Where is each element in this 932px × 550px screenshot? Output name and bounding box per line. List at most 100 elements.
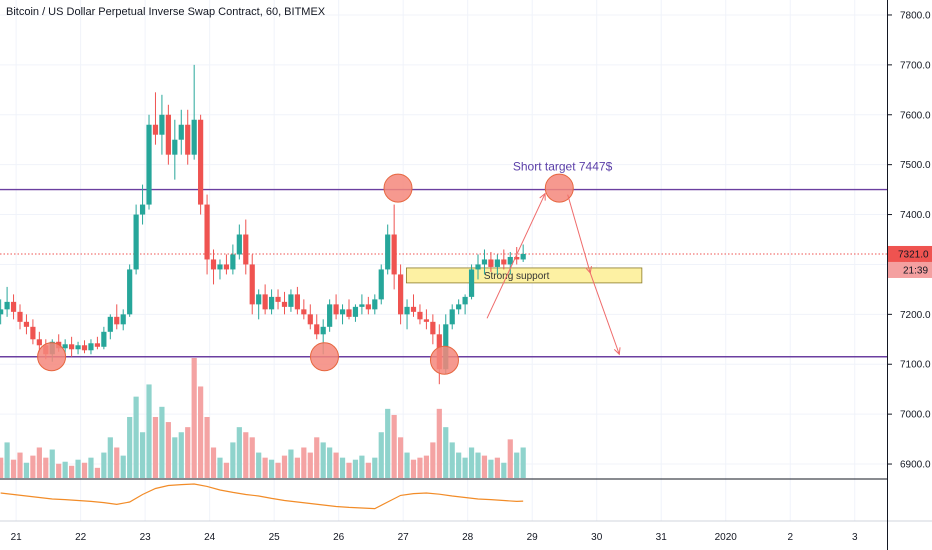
projection-arrows[interactable] [486,192,621,356]
volume-bar [101,452,107,478]
volume-bar [288,449,294,478]
marker-circle [429,345,459,375]
price-tick-label: 7200.0 [900,310,931,321]
volume-bar [307,452,313,478]
arrow-head [613,347,621,356]
candle-body [462,296,468,305]
candle-body [359,304,365,307]
candle-body [417,311,423,320]
candle-body [0,309,4,315]
candle-body [256,294,262,305]
time-tick-label: 25 [269,532,281,543]
candle-body [159,114,165,135]
countdown-badge-box [888,261,932,278]
candle-body [481,259,488,265]
volume-bar [275,462,281,478]
arrow-line [567,194,591,274]
volume-bar [501,462,507,478]
candle-body [275,296,281,302]
volume-bar [223,462,230,478]
time-tick-label: 29 [527,532,539,543]
marker-circles[interactable] [37,173,574,375]
volume-bar [268,459,275,478]
candle-body [230,254,236,270]
candle-body [520,253,526,260]
time-tick-label: 24 [204,532,216,543]
volume-bar [494,457,500,478]
volume-bar [333,452,339,478]
volume-bar [62,461,68,478]
candle-body [468,269,475,297]
volume-bar [107,437,113,478]
volume-bar [172,437,178,478]
price-tick-label: 7100.0 [900,360,931,371]
volume-bar [339,457,346,478]
volume-bar [191,358,197,478]
candle-body [101,331,107,347]
candle-body [139,204,146,215]
candle-body [268,296,275,310]
volume-bar [262,457,268,478]
volume-bar [249,437,255,478]
indicator-line [0,483,524,510]
candle-body [430,321,436,335]
volume-bar [468,447,475,478]
candle-body [10,301,17,312]
candle-body [475,264,481,270]
candle-body [385,234,391,270]
volume-bar [88,457,94,478]
arrow-head [539,192,546,201]
countdown-label: 21:39 [903,265,928,276]
volume-bar [36,447,42,478]
candle-body [391,234,397,275]
candle-body [223,264,230,270]
time-tick-label: 3 [852,532,858,543]
volume-bar [236,427,242,478]
volume-bar [404,452,410,478]
candle-body [301,309,307,315]
volume-bar [43,457,49,478]
candle-body [75,345,81,350]
volume-bar [114,447,120,478]
candle-body [365,304,371,310]
time-tick-label: 27 [398,532,410,543]
volume-bar [133,396,139,478]
time-tick-label: 26 [333,532,345,543]
arrow-line [589,272,620,355]
volume-bar [204,416,210,478]
candle-body [327,304,333,327]
candle-body [120,314,126,325]
volume-bar [346,462,352,478]
candle-body [333,304,339,315]
candle-body [294,294,300,310]
volume-bar [378,432,384,478]
candle-body [36,339,42,346]
volume-bar [159,406,165,478]
time-axis[interactable]: 21 22 23 24 25 26 27 28 29 30 31 2020 2 3 [11,532,858,543]
last-price-badge-box [888,245,932,262]
volume-bar [230,442,236,478]
volume-bar [443,427,449,478]
volume-bar [314,437,320,478]
candle-body [320,326,326,335]
candle-body [133,214,139,270]
volume-bar [0,457,4,478]
price-axis[interactable]: 6900.07000.07100.07200.07300.07400.07500… [887,10,931,471]
marker-circle [544,173,574,203]
candle-body [81,345,88,351]
time-tick-label: 28 [462,532,474,543]
volume-bar [81,462,88,478]
volume-bar [372,457,378,478]
support-zone[interactable]: Strong support [406,267,643,284]
volume-bar [417,457,423,478]
price-tick-label: 7800.0 [900,10,931,21]
candle-body [107,316,113,332]
support-label: Strong support [484,271,550,282]
marker-circle [383,173,413,203]
volume-bar [210,447,217,478]
volume-bar [475,452,481,478]
volume-bar [256,452,262,478]
volume-bar [410,459,417,478]
support-zone-box[interactable] [406,267,643,284]
